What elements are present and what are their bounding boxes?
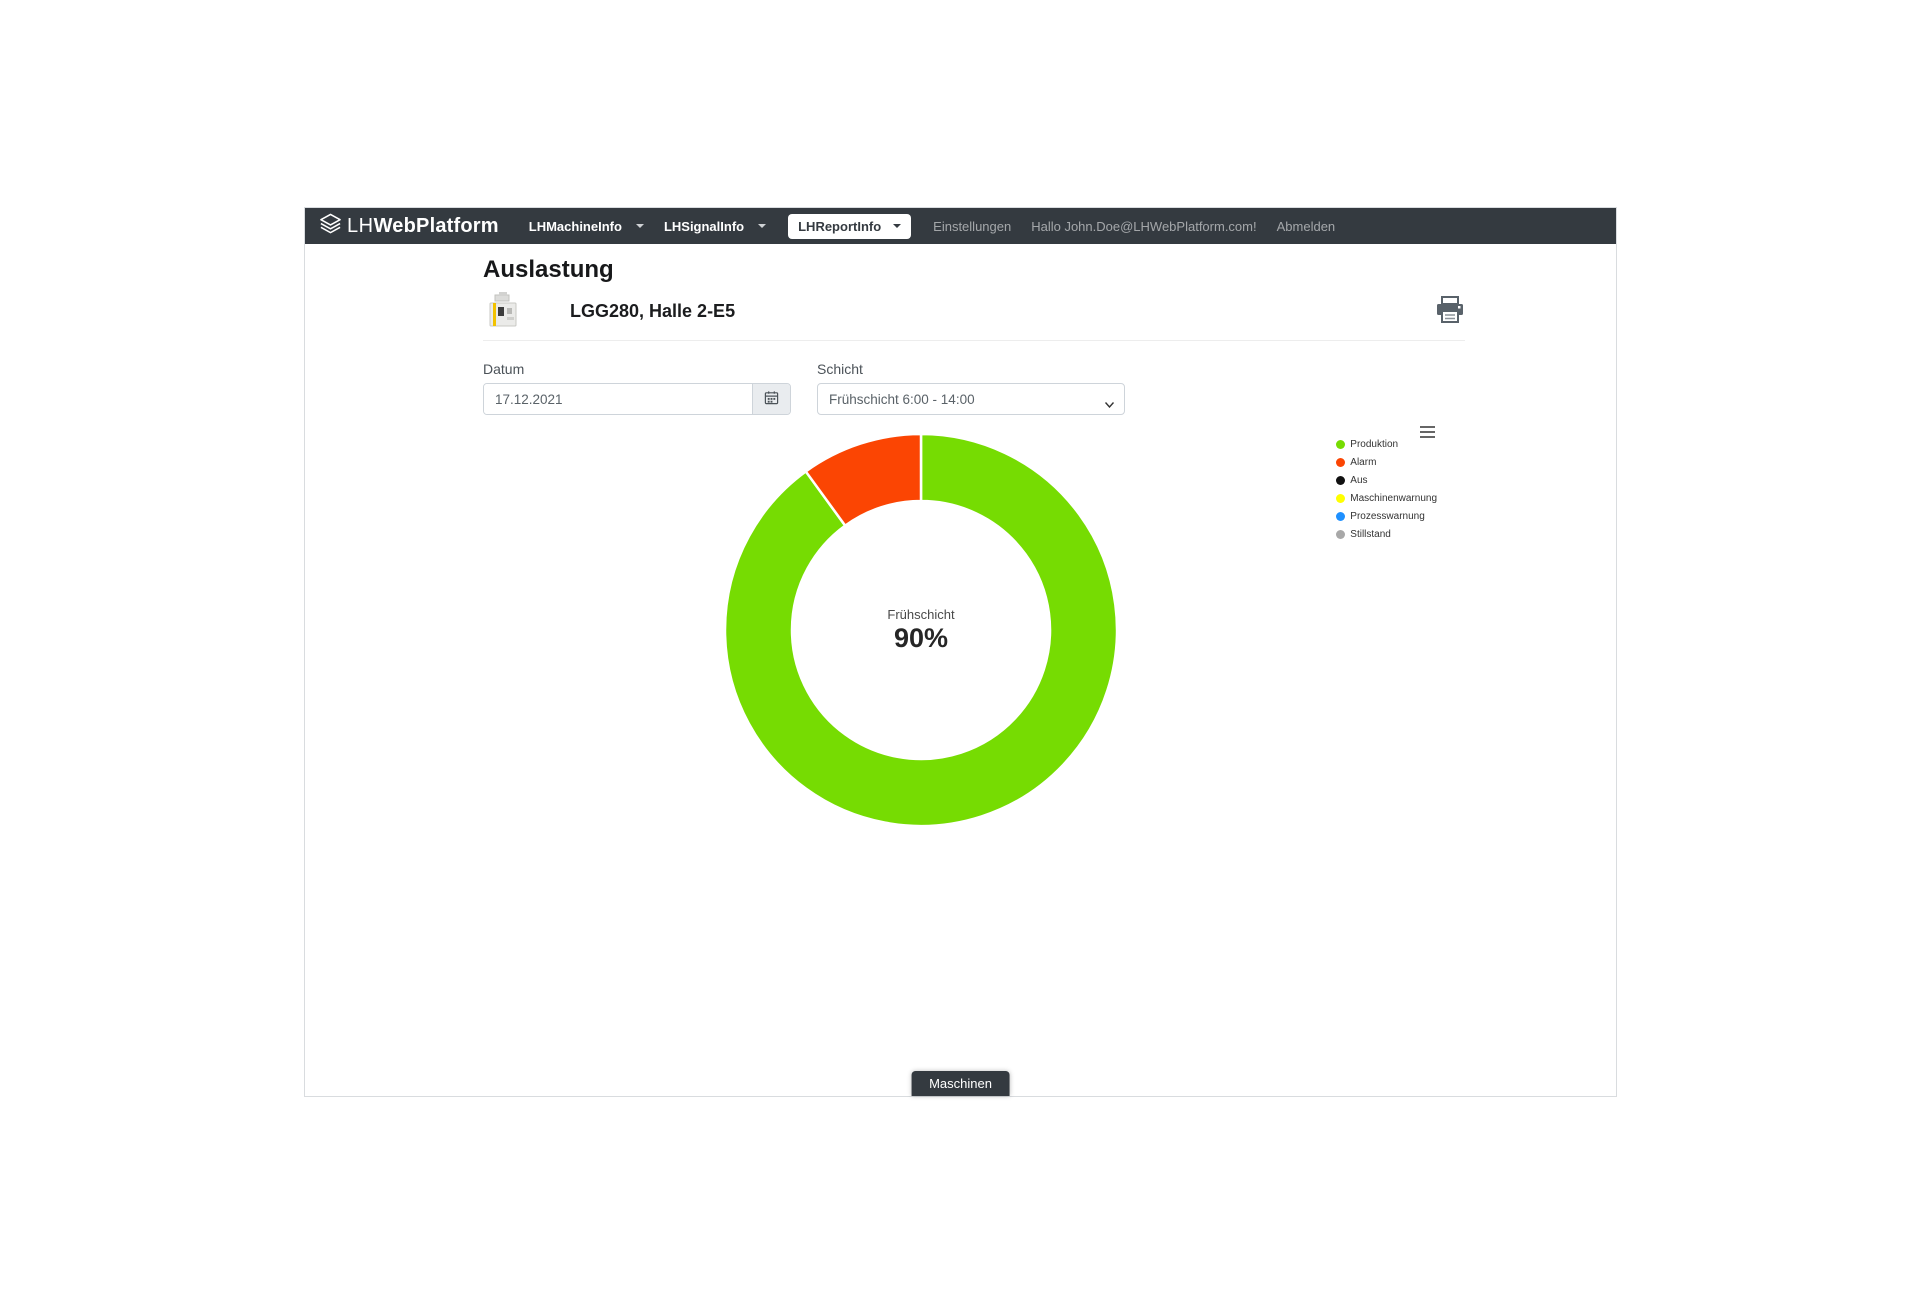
chevron-down-icon xyxy=(758,224,767,228)
legend-item-maschinenwarnung[interactable]: Maschinenwarnung xyxy=(1336,493,1437,504)
shift-filter-group: Schicht Frühschicht 6:00 - 14:00 xyxy=(817,361,1125,415)
legend-label: Prozesswarnung xyxy=(1350,511,1425,522)
print-button[interactable] xyxy=(1435,295,1465,327)
filter-bar: Datum xyxy=(483,361,1465,415)
main-content: Auslastung LGG280, Halle 2-E5 xyxy=(483,256,1465,853)
user-greeting: Hallo John.Doe@LHWebPlatform.com! xyxy=(1031,218,1257,234)
legend-dot xyxy=(1336,494,1346,503)
machines-drawer-tab[interactable]: Maschinen xyxy=(911,1071,1010,1096)
legend-dot xyxy=(1336,440,1346,449)
layers-icon xyxy=(319,213,342,240)
legend-dot xyxy=(1336,512,1346,521)
chart-context-menu-button[interactable] xyxy=(1417,423,1437,441)
legend-label: Aus xyxy=(1350,475,1368,486)
shift-label: Schicht xyxy=(817,361,863,377)
date-input[interactable] xyxy=(484,384,752,414)
legend-label: Maschinenwarnung xyxy=(1350,493,1437,504)
top-navbar: LHWebPlatform LHMachineInfo LHSignalInfo… xyxy=(305,208,1616,244)
donut-slice-produktion[interactable] xyxy=(723,432,1119,828)
machine-icon xyxy=(483,290,523,332)
donut-chart-svg xyxy=(723,432,1119,828)
legend-dot xyxy=(1336,476,1346,485)
shift-select[interactable]: Frühschicht 6:00 - 14:00 xyxy=(817,383,1125,415)
donut-slice-alarm[interactable] xyxy=(804,432,923,527)
legend-item-alarm[interactable]: Alarm xyxy=(1336,457,1437,468)
app-window: LHWebPlatform LHMachineInfo LHSignalInfo… xyxy=(304,207,1617,1097)
brand-prefix: LH xyxy=(347,214,374,237)
calendar-icon xyxy=(764,390,779,408)
settings-link[interactable]: Einstellungen xyxy=(933,218,1012,234)
calendar-button[interactable] xyxy=(752,384,790,414)
legend-label: Alarm xyxy=(1350,457,1377,468)
legend-dot xyxy=(1336,530,1346,539)
chevron-down-icon xyxy=(635,224,644,228)
legend-item-produktion[interactable]: Produktion xyxy=(1336,439,1437,450)
nav-menu-lhmachineinfo[interactable]: LHMachineInfo xyxy=(529,219,644,234)
donut-chart[interactable]: Frühschicht 90% xyxy=(721,430,1121,830)
nav-menu-lhsignalinfo[interactable]: LHSignalInfo xyxy=(663,218,767,234)
legend-item-aus[interactable]: Aus xyxy=(1336,475,1437,486)
utilization-chart: Frühschicht 90% Produktion Alarm A xyxy=(483,421,1465,853)
legend-label: Stillstand xyxy=(1350,529,1391,540)
nav-menu-label: LHSignalInfo xyxy=(663,218,745,234)
machine-name: LGG280, Halle 2-E5 xyxy=(570,300,736,321)
nav-menu-label: LHMachineInfo xyxy=(528,218,622,234)
hamburger-icon xyxy=(1419,426,1435,428)
legend-item-prozesswarnung[interactable]: Prozesswarnung xyxy=(1336,511,1437,522)
machine-header: LGG280, Halle 2-E5 xyxy=(483,290,1465,341)
page-title: Auslastung xyxy=(483,256,614,283)
legend-label: Produktion xyxy=(1350,439,1399,450)
chevron-down-icon xyxy=(893,224,902,228)
date-filter-group: Datum xyxy=(483,361,791,415)
brand-logo[interactable]: LHWebPlatform xyxy=(319,213,499,240)
brand-name: WebPlatform xyxy=(373,214,499,237)
date-field xyxy=(483,383,791,415)
legend-item-stillstand[interactable]: Stillstand xyxy=(1336,529,1437,540)
chart-legend: Produktion Alarm Aus Maschinenwarnung Pr… xyxy=(1336,439,1437,547)
printer-icon xyxy=(1435,295,1465,327)
nav-menu-lhreportinfo-active[interactable]: LHReportInfo xyxy=(788,213,912,239)
date-label: Datum xyxy=(483,361,525,377)
nav-menu-label: LHReportInfo xyxy=(798,218,882,234)
legend-dot xyxy=(1336,458,1346,467)
logout-link[interactable]: Abmelden xyxy=(1276,218,1336,234)
shift-field: Frühschicht 6:00 - 14:00 xyxy=(817,383,1125,415)
